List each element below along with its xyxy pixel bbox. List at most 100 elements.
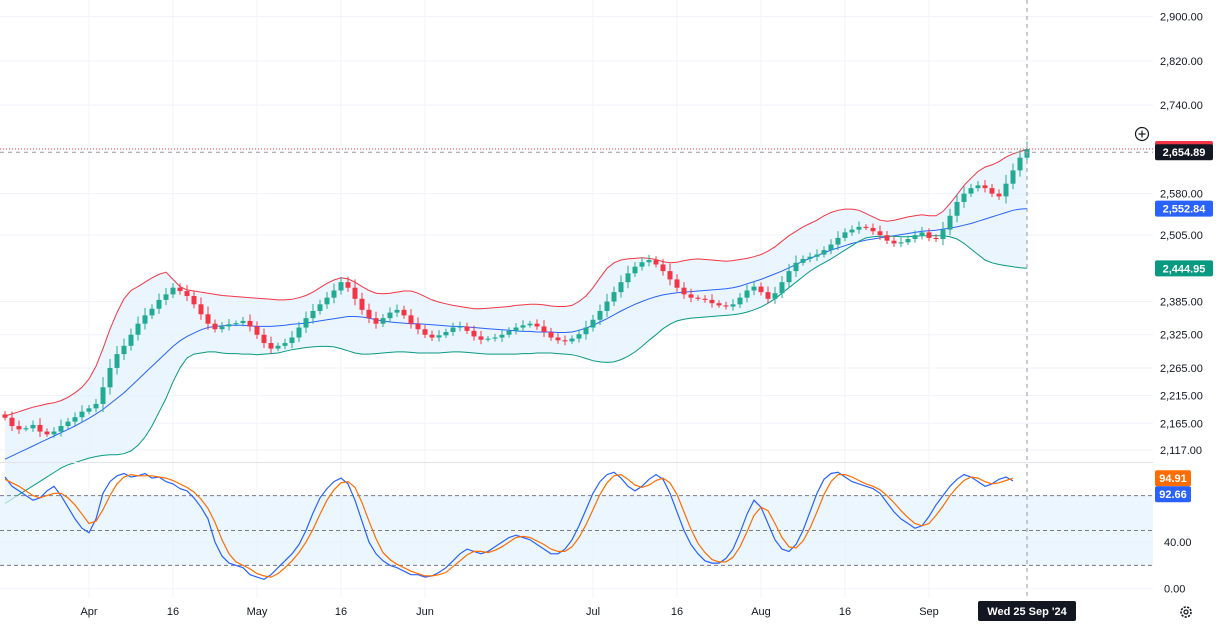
candle-body [940,229,946,240]
candle-body [527,323,533,326]
candle-body [541,326,547,332]
candle-body [786,271,792,283]
candle-body [576,334,582,339]
candle-body [849,229,855,233]
candle-body [954,201,960,216]
candle-body [422,329,428,335]
candle-body [947,215,953,230]
candle-body [79,411,85,418]
candle-body [821,250,827,255]
candle-body [548,331,554,338]
candle-body [646,260,652,263]
candle-body [331,290,337,298]
candle-body [975,185,981,189]
candle-body [1017,157,1023,171]
candle-body [177,287,183,292]
candle-body [835,237,841,245]
time-tick-label: 16 [671,606,683,618]
oscillator-tick-label: 40.00 [1164,537,1192,549]
candle-body [926,232,932,238]
candle-body [373,318,379,324]
candle-body [170,287,176,295]
price-tick-label: 2,820.00 [1160,56,1203,68]
candle-body [793,262,799,272]
time-axis-labels: Apr 16 May 16 Jun Jul 16 Aug 16 Sep [80,606,938,618]
price-tick-label: 2,900.00 [1160,12,1203,24]
crosshair-date-text: Wed 25 Sep '24 [987,606,1067,618]
candle-body [296,327,302,338]
time-tick-label: 16 [335,606,347,618]
candle-body [919,232,925,236]
time-tick-label: 16 [839,606,851,618]
candle-body [632,266,638,274]
oscillator-badge-d [1155,470,1191,487]
candle-body [212,323,218,330]
crosshair-date-label: Wed 25 Sep '24 [978,601,1076,621]
candle-body [520,325,526,328]
candle-body [289,337,295,344]
candle-body [842,232,848,238]
candle-body [408,315,414,324]
candle-body [709,299,715,304]
candle-body [149,308,155,316]
candle-body [583,327,589,335]
candle-body [128,334,134,346]
price-badges: 2,660.732,654.892,552.842,444.95 [1155,140,1213,277]
candle-body [611,292,617,302]
candle-body [338,282,344,291]
candle-body [247,320,253,327]
candle-body [471,330,477,337]
candle-body [499,334,505,338]
candle-body [597,310,603,320]
price-tick-label: 2,325.00 [1160,330,1203,342]
candle-body [814,254,820,257]
candle-body [996,193,1002,197]
candle-body [702,298,708,300]
candle-body [23,428,29,430]
price-tick-label: 2,265.00 [1160,363,1203,375]
candle-body [772,293,778,299]
candle-body [464,326,470,331]
candle-body [135,323,141,335]
candle-body [366,309,372,319]
price-tick-label: 2,215.00 [1160,391,1203,403]
candle-body [163,294,169,300]
candle-body [121,345,127,355]
price-badge-crosshair [1155,144,1213,161]
oscillator-badge-text: 94.91 [1159,473,1187,485]
candle-body [884,235,890,241]
candle-body [219,326,225,330]
candle-body [345,282,351,288]
candle-body [394,309,400,313]
candle-body [555,337,561,341]
time-tick-label: May [247,606,268,618]
candle-body [380,318,386,324]
price-tick-label: 2,580.00 [1160,189,1203,201]
candle-body [233,323,239,325]
candle-body [828,244,834,251]
candle-body [751,286,757,291]
stochastic-d-line [4,473,1014,578]
candle-body [898,242,904,244]
candle-body [562,340,568,342]
candle-body [863,226,869,228]
stochastic-k-line [4,471,1014,581]
candle-body [723,305,729,307]
candle-body [275,345,281,349]
oscillator-badge-text: 92.66 [1159,489,1187,501]
candle-body [485,338,491,340]
add-alert-icon[interactable] [1134,126,1150,142]
candle-body [870,227,876,232]
settings-gear-icon[interactable] [1180,606,1192,618]
candle-body [205,314,211,324]
candle-body [268,343,274,349]
oscillator-badge-k [1155,486,1191,503]
candle-body [478,336,484,340]
candle-body [261,334,267,344]
time-tick-label: Jul [586,606,600,618]
oscillator-tick-label: 0.00 [1164,584,1185,596]
price-badge-basis [1155,200,1213,217]
candle-body [387,312,393,319]
candle-body [779,282,785,294]
